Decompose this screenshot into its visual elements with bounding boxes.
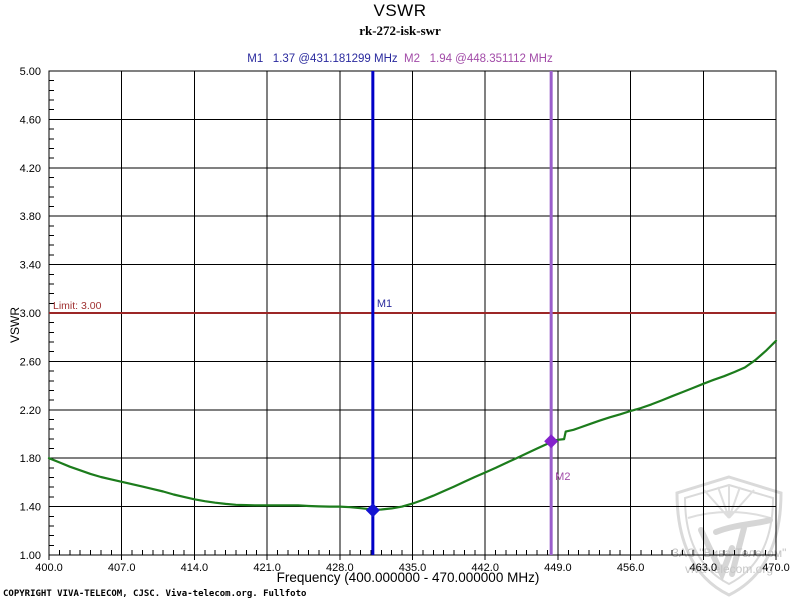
x-tick-label: 407.0	[108, 562, 136, 574]
marker-m2-label: M2	[555, 471, 570, 483]
vswr-curve	[47, 339, 778, 511]
copyright-line1: COPYRIGHT VIVA-TELECOM, CJSC. Viva-telec…	[3, 589, 307, 599]
page-title: VSWR	[373, 1, 427, 20]
x-tick-label: 414.0	[181, 562, 209, 574]
marker-readout-m1: M1 1.37 @431.181299 MHz	[247, 53, 398, 65]
marker-m1-diamond	[365, 503, 380, 518]
y-tick-label: 2.20	[20, 405, 41, 417]
y-tick-label: 3.80	[20, 211, 41, 223]
x-tick-label: 470.0	[762, 562, 790, 574]
x-tick-label: 463.0	[690, 562, 718, 574]
y-tick-labels: 1.00 1.40 1.80 2.20 2.60 3.00 3.40 3.80 4.20 4.60…	[20, 66, 41, 562]
x-tick-label: 456.0	[617, 562, 645, 574]
marker-m1-label: M1	[377, 298, 392, 310]
marker-readout: M1 1.37 @431.181299 MHz M2 1.94 @448.351…	[0, 53, 800, 65]
y-tick-label: 4.20	[20, 163, 41, 175]
x-tick-label: 400.0	[35, 562, 63, 574]
page-subtitle: rk-272-isk-swr	[359, 23, 441, 38]
x-tick-label: 428.0	[326, 562, 354, 574]
limit-label: Limit: 3.00	[53, 300, 102, 312]
y-tick-label: 1.00	[20, 550, 41, 562]
x-axis-title: Frequency (400.000000 - 470.000000 MHz)	[276, 570, 540, 585]
x-tick-labels: 400.0 407.0 414.0 421.0 428.0 435.0 442.0 449.0…	[35, 562, 790, 574]
x-tick-label: 435.0	[399, 562, 427, 574]
copyright-notice: COPYRIGHT VIVA-TELECOM, CJSC. Viva-telec…	[3, 564, 306, 600]
y-tick-label: 3.40	[20, 260, 41, 272]
y-tick-label: 4.60	[20, 114, 41, 126]
x-tick-label: 449.0	[544, 562, 572, 574]
x-tick-label: 421.0	[253, 562, 281, 574]
limit-line: Limit: 3.00	[49, 300, 776, 314]
marker-readout-m2: M2 1.94 @448.351112 MHz	[404, 53, 553, 65]
y-tick-label: 2.60	[20, 356, 41, 368]
x-tick-label: 442.0	[471, 562, 499, 574]
y-tick-label: 1.80	[20, 453, 41, 465]
y-tick-label: 5.00	[20, 66, 41, 78]
y-tick-label: 1.40	[20, 502, 41, 514]
marker-m2-diamond	[544, 434, 559, 449]
y-tick-label: 3.00	[20, 308, 41, 320]
